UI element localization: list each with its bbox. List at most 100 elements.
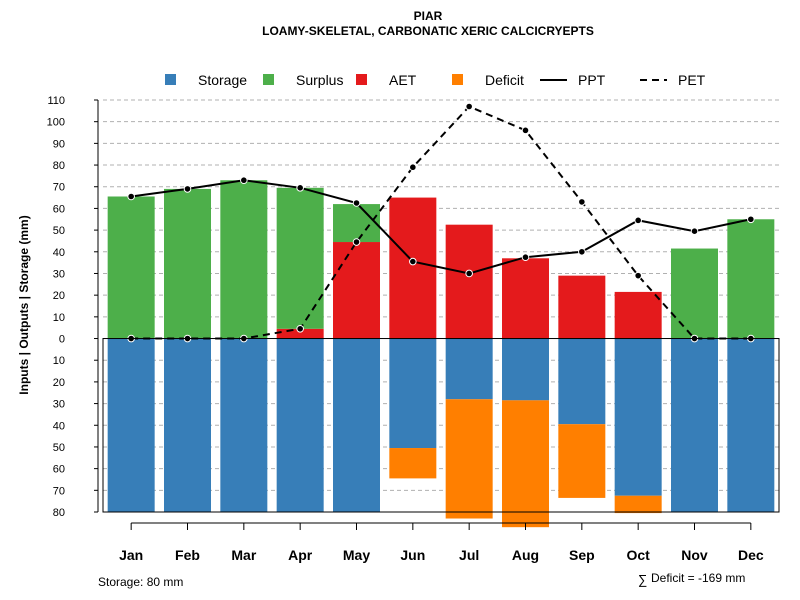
deficit-bar — [614, 495, 662, 514]
storage-note: Storage: 80 mm — [98, 575, 183, 589]
aet-bar — [614, 291, 662, 339]
y-tick-label: 20 — [53, 290, 65, 302]
legend-label: Surplus — [296, 72, 343, 88]
ppt-point — [690, 227, 699, 235]
aet-bar — [333, 242, 380, 339]
ppt-point — [127, 192, 135, 201]
x-tick-label: Jul — [459, 547, 479, 563]
y-tick-label: 20 — [53, 377, 65, 389]
storage-bar — [333, 338, 380, 512]
x-tick-label: Dec — [738, 547, 764, 563]
legend-label: PPT — [578, 72, 606, 88]
chart-subtitle: LOAMY-SKELETAL, CARBONATIC XERIC CALCICR… — [262, 24, 594, 38]
aet-bar — [276, 328, 324, 339]
y-tick-label: 80 — [53, 507, 65, 519]
y-tick-label: 90 — [53, 138, 65, 150]
x-tick-label: Jun — [400, 547, 425, 563]
surplus-bar — [727, 219, 775, 339]
storage-bar — [276, 338, 324, 512]
y-tick-label: 80 — [53, 160, 65, 172]
ppt-point — [634, 216, 642, 225]
storage-frame — [102, 338, 780, 513]
storage-bar — [727, 338, 775, 512]
deficit-bar — [445, 399, 493, 519]
x-tick-label: Apr — [288, 547, 313, 563]
pet-point — [465, 102, 473, 111]
ppt-line — [131, 179, 752, 275]
x-tick-label: Feb — [175, 547, 200, 563]
surplus-bar — [671, 248, 718, 339]
legend: Storage Surplus AET Deficit PPT PET — [165, 72, 706, 88]
ppt-point — [747, 215, 755, 224]
legend-label: AET — [389, 72, 417, 88]
chart-title: PIAR — [414, 9, 443, 23]
deficit-bar — [558, 424, 606, 498]
y-tick-label: 60 — [53, 464, 65, 476]
ppt-point — [296, 184, 304, 192]
y-axis-label: Inputs | Outputs | Storage (mm) — [17, 215, 31, 394]
storage-bar — [389, 338, 437, 449]
ppt-point — [578, 247, 586, 256]
pet-point — [296, 324, 304, 333]
legend-swatch — [263, 74, 274, 85]
x-tick-label: Jan — [119, 547, 143, 563]
x-tick-label: May — [343, 547, 370, 563]
grid-lines — [103, 99, 779, 491]
surplus-bar — [276, 187, 324, 329]
x-tick-label: Nov — [681, 547, 708, 563]
surplus-bar — [333, 204, 380, 243]
surplus-bar — [220, 180, 268, 339]
legend-label: Storage — [198, 72, 247, 88]
pet-line — [131, 105, 751, 340]
y-tick-label: 110 — [47, 95, 65, 107]
legend-label: Deficit — [485, 72, 524, 88]
legend-swatch — [165, 74, 176, 85]
storage-bar — [502, 338, 549, 401]
ppt-point — [183, 185, 192, 193]
y-tick-label: 40 — [53, 420, 65, 432]
ppt-point — [240, 176, 248, 185]
x-tick-label: Aug — [512, 547, 539, 563]
surplus-bar — [164, 188, 211, 339]
ppt-point — [352, 199, 361, 207]
x-tick-label: Oct — [626, 547, 650, 563]
pet-point — [409, 163, 417, 172]
y-tick-label: 10 — [53, 355, 65, 367]
y-tick-label: 40 — [53, 247, 65, 259]
y-tick-label: 0 — [59, 334, 65, 346]
deficit-note: Deficit = -169 mm — [651, 571, 745, 585]
storage-bar — [220, 338, 268, 512]
pet-point — [578, 198, 586, 206]
axes: 1101009080706050403020100102030405060708… — [47, 95, 780, 563]
y-tick-label: 10 — [53, 312, 65, 324]
storage-bar — [445, 338, 493, 400]
y-tick-label: 50 — [53, 442, 65, 454]
pet-point — [521, 126, 530, 135]
storage-bar — [614, 338, 662, 496]
deficit-sum-icon: ∑ — [638, 572, 647, 587]
x-tick-label: Sep — [569, 547, 595, 563]
ppt-point — [521, 253, 530, 262]
surplus-bar — [107, 196, 155, 339]
ppt-point — [409, 257, 417, 266]
storage-bar — [164, 338, 211, 512]
legend-swatch — [356, 74, 367, 85]
storage-bar — [107, 338, 155, 512]
ppt-point — [465, 269, 473, 278]
y-tick-label: 50 — [53, 225, 65, 237]
bars — [107, 180, 775, 528]
aet-bar — [445, 224, 493, 339]
pet-point — [352, 238, 361, 246]
pet-point — [634, 271, 642, 280]
aet-bar — [558, 275, 606, 339]
y-tick-label: 30 — [53, 399, 65, 411]
deficit-bar — [389, 448, 437, 479]
aet-bar — [502, 258, 549, 339]
y-tick-label: 70 — [53, 485, 65, 497]
legend-swatch — [452, 74, 463, 85]
y-tick-label: 70 — [53, 182, 65, 194]
y-tick-label: 100 — [47, 117, 65, 129]
y-tick-label: 60 — [53, 203, 65, 215]
x-tick-label: Mar — [231, 547, 256, 563]
